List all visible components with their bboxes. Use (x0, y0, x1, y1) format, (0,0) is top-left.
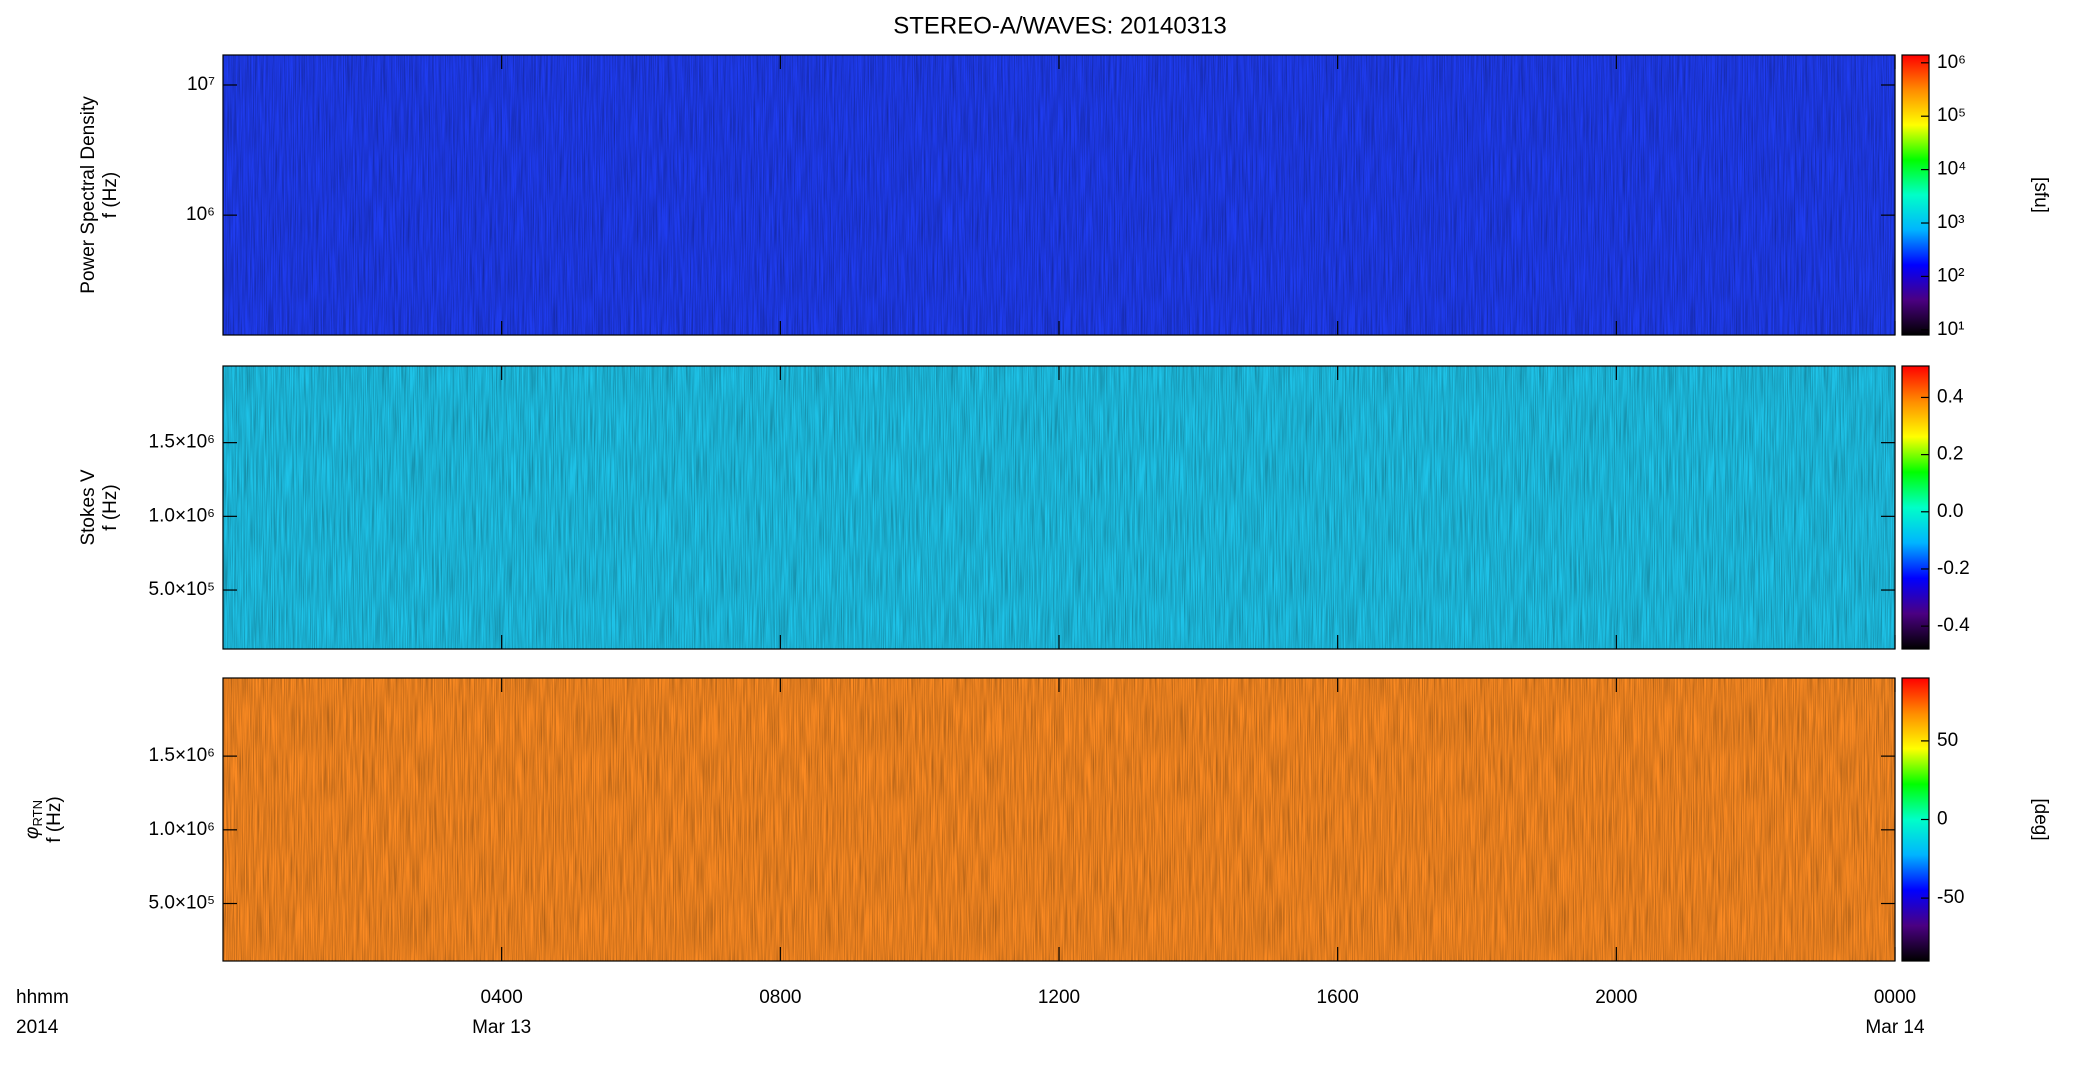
colorbar-tick-label: 10¹ (1937, 319, 1964, 340)
colorbar-tick-label: 10⁴ (1937, 159, 1966, 180)
y-label-symbol-text: φ (22, 827, 43, 839)
spectrogram-texture (223, 55, 1895, 335)
y-tick-label: 1.0×10⁶ (149, 819, 215, 840)
spectrogram-texture (223, 366, 1895, 649)
colorbar-tick-label: 10³ (1937, 212, 1964, 233)
colorbar-label: [sfu] (2030, 177, 2051, 213)
y-label-line: f (Hz) (100, 484, 121, 530)
y-tick-label: 5.0×10⁵ (148, 893, 215, 914)
x-tick-label: 2000 (1595, 987, 1637, 1008)
x-date-label: Mar 13 (472, 1017, 531, 1038)
colorbar-label: [deg] (2030, 798, 2051, 840)
colorbar-tick-label: 0.0 (1937, 501, 1963, 522)
colorbar-tick-label: 10⁵ (1937, 105, 1966, 126)
colorbar-tick-label: -0.2 (1937, 558, 1970, 579)
y-tick-label: 1.5×10⁶ (149, 745, 215, 766)
y-tick-label: 10⁶ (186, 204, 215, 225)
y-axis-label: Power Spectral Density f (Hz) (78, 96, 121, 294)
colorbar (1901, 54, 1930, 336)
y-label-line: f (Hz) (44, 796, 65, 842)
y-label-symbol: φRTN (22, 800, 45, 839)
y-label-line: Stokes V (78, 469, 99, 545)
colorbar-tick-label: 10² (1937, 265, 1964, 286)
x-tick-label: 0000 (1874, 987, 1916, 1008)
colorbar (1901, 365, 1930, 650)
x-date-label: Mar 14 (1865, 1017, 1925, 1038)
y-tick-label: 1.5×10⁶ (149, 432, 215, 453)
y-label-line: f (Hz) (100, 172, 121, 218)
y-label-line: Power Spectral Density (78, 96, 99, 294)
colorbar-tick-label: -0.4 (1937, 615, 1970, 636)
y-tick-label: 5.0×10⁵ (148, 579, 215, 600)
colorbar-tick-label: 50 (1937, 730, 1958, 751)
x-tick-label: 1600 (1317, 987, 1359, 1008)
x-tick-label: 0800 (759, 987, 801, 1008)
colorbar-tick-label: -50 (1937, 887, 1964, 908)
chart-title: STEREO-A/WAVES: 20140313 (893, 12, 1226, 39)
y-tick-label: 10⁷ (187, 74, 215, 95)
colorbar-tick-label: 0.2 (1937, 444, 1963, 465)
x-axis-label: hhmm (16, 987, 69, 1008)
x-tick-label: 1200 (1038, 987, 1080, 1008)
y-tick-label: 1.0×10⁶ (149, 505, 215, 526)
spectrogram-texture (223, 678, 1895, 961)
colorbar-tick-label: 0 (1937, 809, 1948, 830)
colorbar-tick-label: 10⁶ (1937, 52, 1966, 73)
y-label-subscript: RTN (30, 800, 45, 826)
x-tick-label: 0400 (481, 987, 523, 1008)
x-axis-label: 2014 (16, 1017, 59, 1038)
colorbar-tick-label: 0.4 (1937, 386, 1964, 407)
